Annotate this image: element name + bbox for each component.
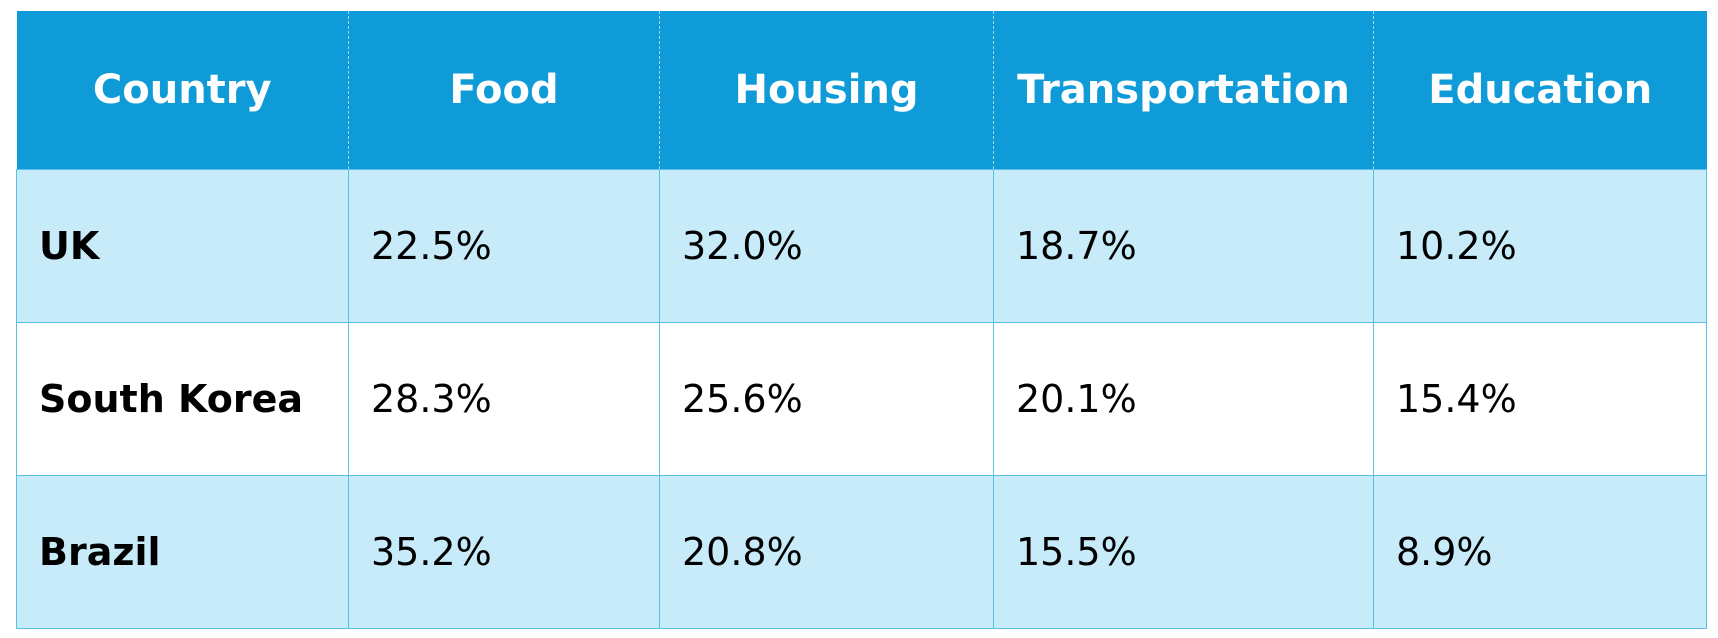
table-cell: 20.8% bbox=[659, 475, 994, 629]
header-cell: Transportation bbox=[993, 11, 1374, 170]
table-cell: 15.5% bbox=[993, 475, 1374, 629]
header-cell: Education bbox=[1373, 11, 1707, 170]
table-cell: 22.5% bbox=[348, 169, 660, 323]
table-row: Brazil 35.2% 20.8% 15.5% 8.9% bbox=[16, 475, 1707, 629]
table-cell: 18.7% bbox=[993, 169, 1374, 323]
table-cell: 28.3% bbox=[348, 322, 660, 476]
table-cell: 25.6% bbox=[659, 322, 994, 476]
header-cell: Food bbox=[348, 11, 660, 170]
header-cell: Country bbox=[16, 11, 349, 170]
table-row: UK 22.5% 32.0% 18.7% 10.2% bbox=[16, 169, 1707, 323]
table-cell: 35.2% bbox=[348, 475, 660, 629]
data-table: Country Food Housing Transportation Educatio… bbox=[16, 11, 1707, 629]
row-label: UK bbox=[16, 169, 349, 323]
table-cell: 20.1% bbox=[993, 322, 1374, 476]
table-row: South Korea 28.3% 25.6% 20.1% 15.4% bbox=[16, 322, 1707, 476]
table-cell: 15.4% bbox=[1373, 322, 1707, 476]
table-body: UK 22.5% 32.0% 18.7% 10.2% South Korea 28.3% 25… bbox=[16, 169, 1707, 629]
table-cell: 10.2% bbox=[1373, 169, 1707, 323]
row-label: Brazil bbox=[16, 475, 349, 629]
row-label: South Korea bbox=[16, 322, 349, 476]
header-cell: Housing bbox=[659, 11, 994, 170]
table-cell: 8.9% bbox=[1373, 475, 1707, 629]
table-cell: 32.0% bbox=[659, 169, 994, 323]
header-row: Country Food Housing Transportation Educatio… bbox=[16, 11, 1707, 170]
